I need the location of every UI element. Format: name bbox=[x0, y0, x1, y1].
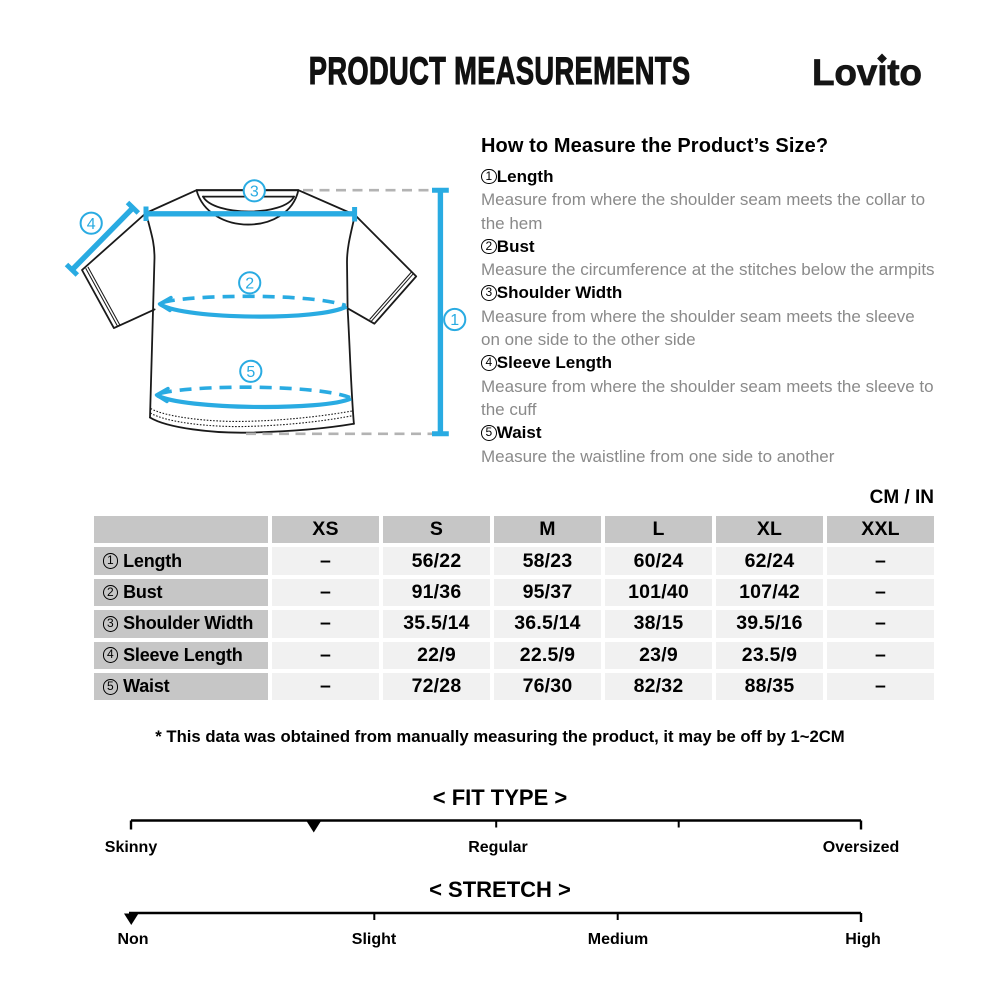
svg-text:2: 2 bbox=[245, 276, 254, 293]
svg-text:4: 4 bbox=[87, 216, 96, 233]
svg-text:3: 3 bbox=[250, 184, 259, 201]
svg-text:5: 5 bbox=[246, 364, 255, 381]
svg-text:1: 1 bbox=[450, 312, 459, 329]
